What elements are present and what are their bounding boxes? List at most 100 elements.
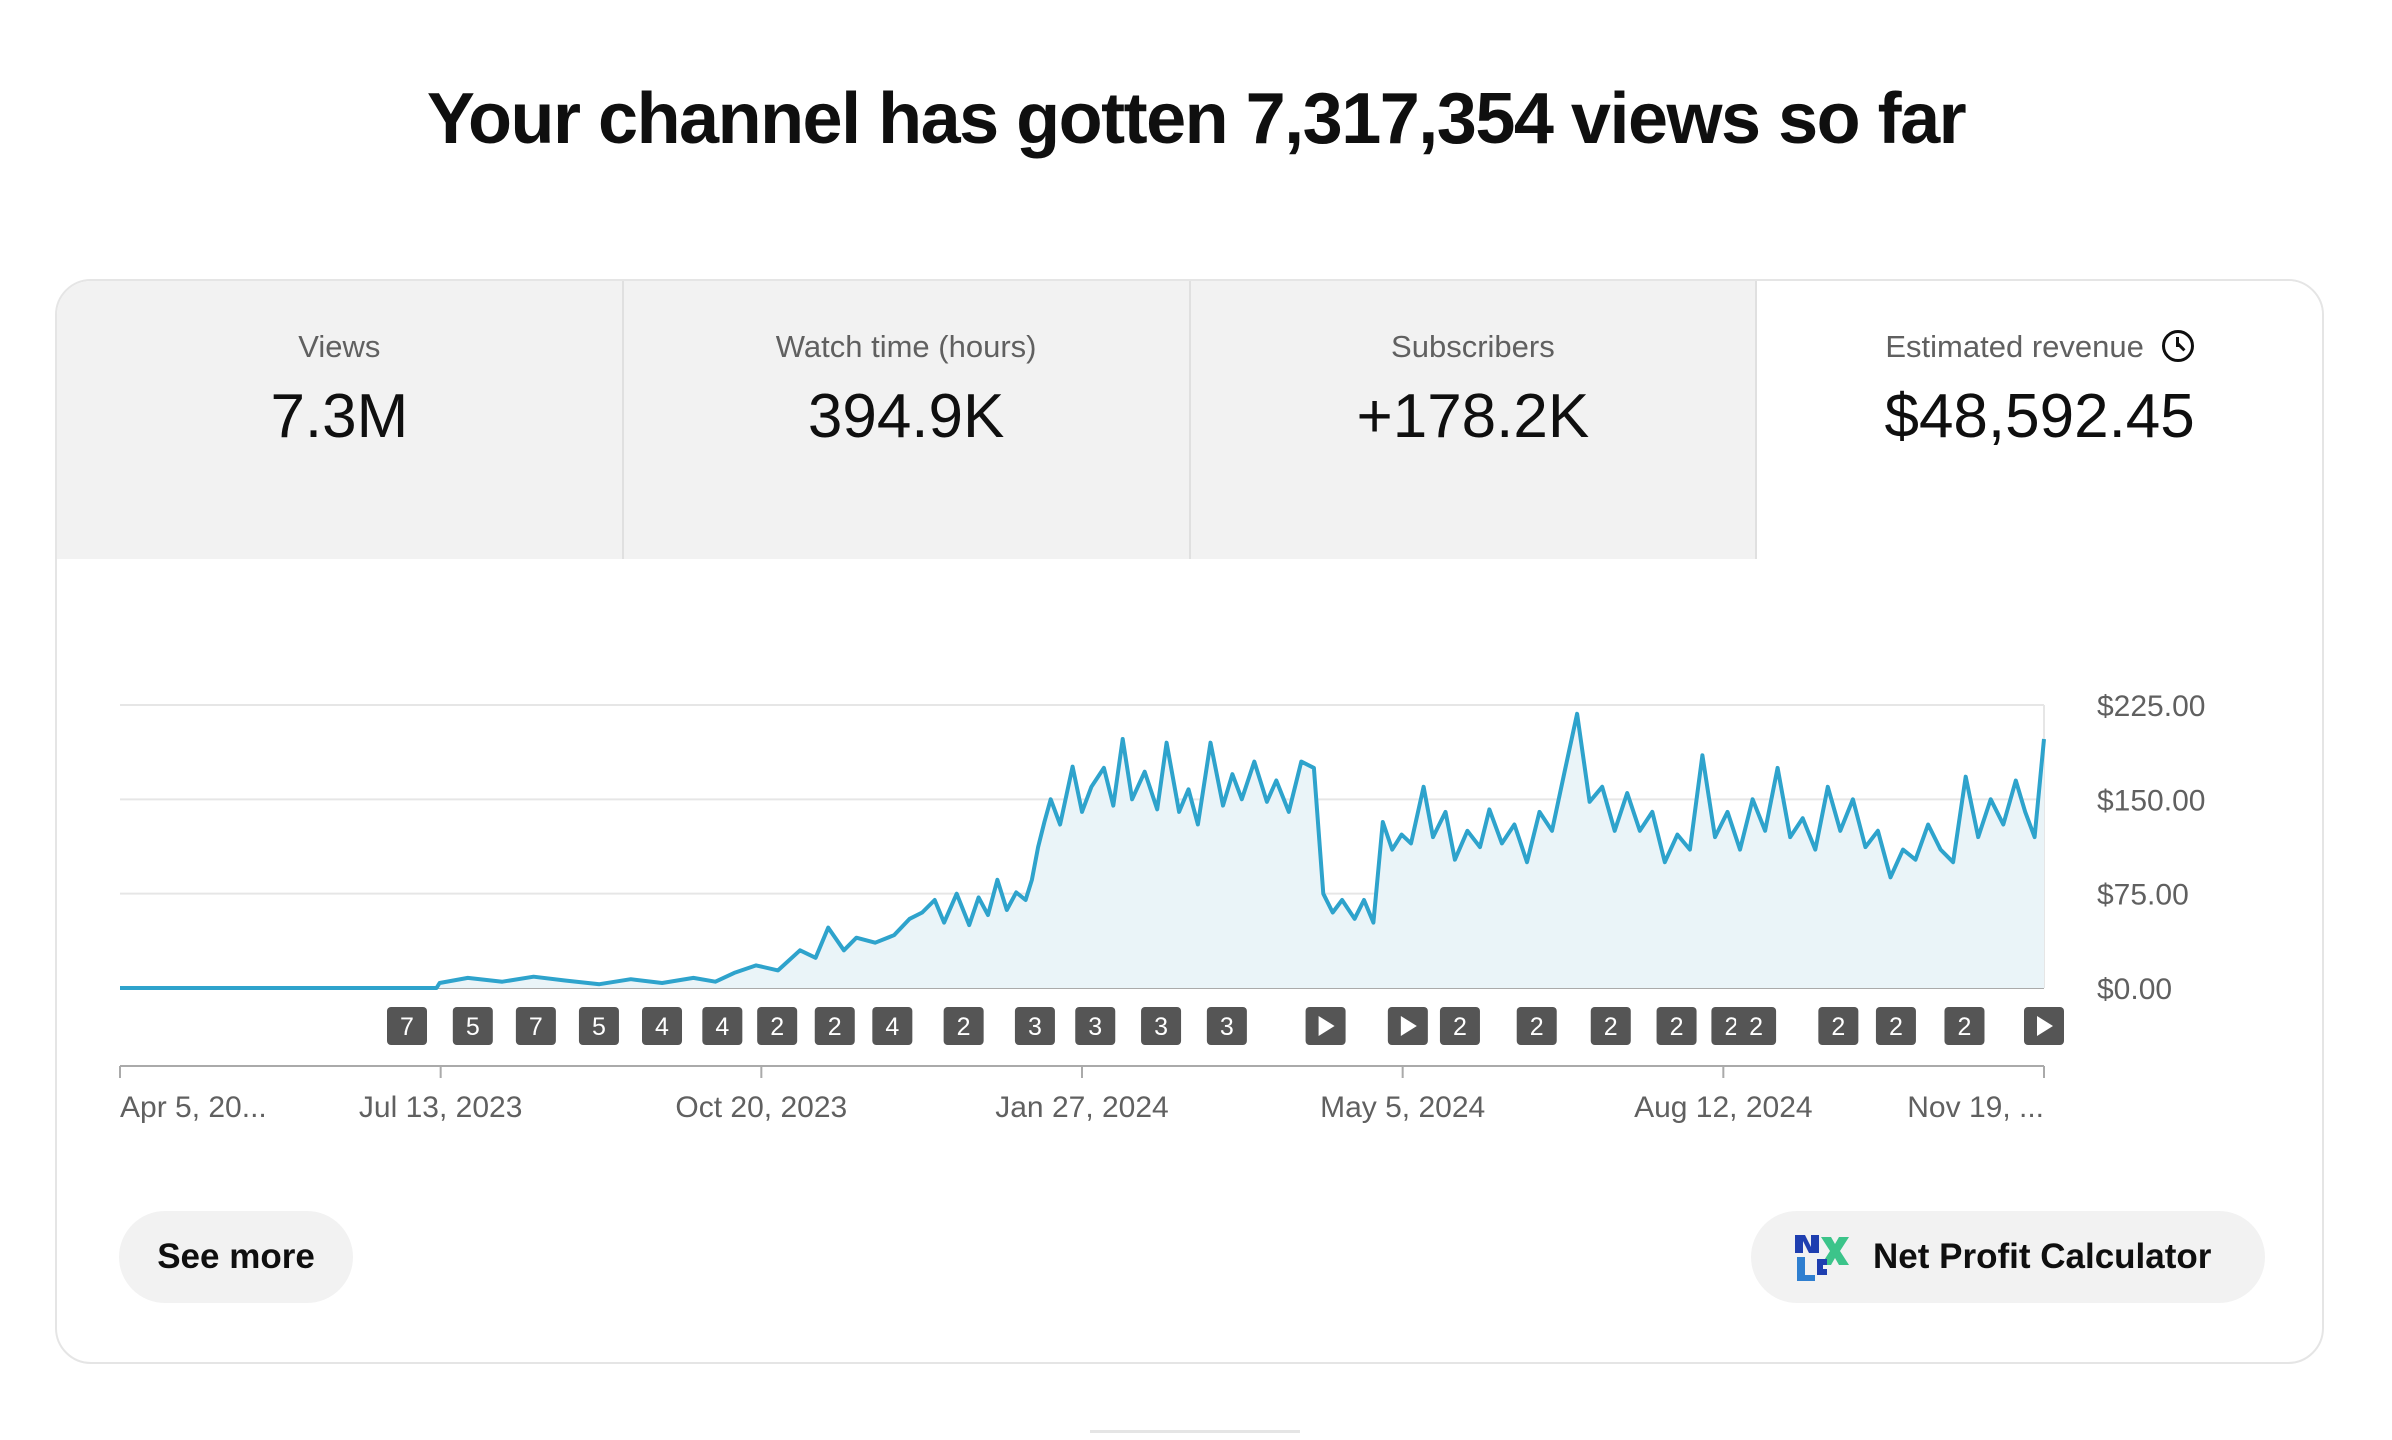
video-marker-count: 2 (1724, 1013, 1738, 1041)
video-marker-count: 2 (828, 1013, 842, 1041)
video-marker-count: 2 (1453, 1013, 1467, 1041)
video-marker-count: 3 (1028, 1013, 1042, 1041)
video-marker-box (1439, 1007, 1480, 1045)
video-marker-box (1656, 1007, 1697, 1045)
video-marker-count: 2 (1604, 1013, 1618, 1041)
tab-subscribers-label: Subscribers (1391, 329, 1555, 364)
tab-views[interactable]: Views 7.3M (57, 281, 624, 559)
video-marker[interactable]: 7 (515, 1007, 556, 1045)
video-marker-count: 2 (1831, 1013, 1845, 1041)
video-marker-count: 2 (1889, 1013, 1903, 1041)
metric-tabs: Views 7.3M Watch time (hours) 394.9K Sub… (57, 281, 2322, 559)
tab-revenue-label: Estimated revenue (1885, 329, 2144, 364)
play-icon (1400, 1016, 1417, 1036)
video-marker-box (387, 1007, 427, 1045)
video-marker[interactable] (1387, 1007, 1428, 1045)
video-marker-count: 4 (715, 1013, 729, 1041)
play-icon (1318, 1016, 1335, 1036)
x-tick-label: Oct 20, 2023 (675, 1091, 847, 1124)
video-marker-box (515, 1007, 556, 1045)
video-marker-count: 4 (655, 1013, 669, 1041)
video-marker[interactable]: 2 (1439, 1007, 1480, 1045)
video-marker[interactable] (1305, 1007, 1346, 1045)
video-marker-box (1590, 1007, 1631, 1045)
video-marker-count: 7 (400, 1013, 414, 1041)
video-marker[interactable]: 3 (1141, 1007, 1182, 1045)
tab-subscribers[interactable]: Subscribers +178.2K (1190, 281, 1758, 559)
video-marker[interactable]: 2 (943, 1007, 984, 1045)
x-tick-label: Nov 19, ... (1907, 1091, 2044, 1124)
nexlev-logo-icon (1795, 1235, 1849, 1281)
y-tick-label: $0.00 (2097, 973, 2172, 1006)
video-marker-count: 3 (1154, 1013, 1168, 1041)
video-marker-box (452, 1007, 493, 1045)
y-tick-label: $75.00 (2097, 879, 2189, 912)
video-marker[interactable]: 2 (1590, 1007, 1631, 1045)
video-marker[interactable]: 2 (814, 1007, 855, 1045)
video-marker[interactable]: 2 (1944, 1007, 1985, 1045)
video-marker[interactable]: 2 (1656, 1007, 1697, 1045)
tab-watch-time-value: 394.9K (807, 382, 1005, 451)
video-marker-count: 2 (1749, 1013, 1763, 1041)
see-more-button[interactable]: See more (119, 1211, 353, 1303)
video-marker[interactable]: 2 (1875, 1007, 1916, 1045)
video-marker-box (872, 1007, 913, 1045)
video-marker[interactable]: 3 (1075, 1007, 1116, 1045)
chart-x-axis: Apr 5, 20... Jul 13, 2023 Oct 20, 2023 Jan … (119, 1065, 2045, 1124)
video-marker[interactable]: 4 (702, 1007, 743, 1045)
video-marker-count: 3 (1088, 1013, 1102, 1041)
tab-watch-time-label: Watch time (hours) (775, 329, 1037, 364)
video-marker[interactable]: 2 (757, 1007, 798, 1045)
chart-y-axis: $225.00 $150.00 $75.00 $0.00 (2097, 690, 2205, 1006)
video-marker[interactable]: 2 (1516, 1007, 1557, 1045)
video-marker-count: 2 (957, 1013, 971, 1041)
tab-views-value: 7.3M (270, 382, 409, 451)
video-marker-count: 5 (466, 1013, 480, 1041)
bottom-divider (1090, 1430, 1300, 1433)
video-marker-count: 7 (529, 1013, 543, 1041)
video-marker[interactable]: 3 (1206, 1007, 1247, 1045)
video-marker-count: 2 (1958, 1013, 1972, 1041)
y-tick-label: $225.00 (2097, 690, 2205, 723)
clock-icon[interactable] (2161, 330, 2194, 362)
video-marker[interactable]: 7 (387, 1007, 427, 1045)
play-icon (2037, 1016, 2053, 1036)
tab-revenue-label-row: Estimated revenue (1757, 329, 2322, 365)
x-tick-label: Apr 5, 20... (120, 1091, 267, 1124)
video-marker-box (1075, 1007, 1116, 1045)
video-marker[interactable]: 2 (1818, 1007, 1859, 1045)
video-marker-count: 5 (592, 1013, 606, 1041)
video-marker-box (943, 1007, 984, 1045)
tab-watch-time[interactable]: Watch time (hours) 394.9K (623, 281, 1191, 559)
video-marker[interactable]: 5 (578, 1007, 619, 1045)
tab-subscribers-value: +178.2K (1356, 382, 1590, 451)
x-tick-label: Aug 12, 2024 (1634, 1091, 1813, 1124)
y-tick-label: $150.00 (2097, 784, 2205, 817)
net-profit-calculator-button[interactable]: Net Profit Calculator (1751, 1211, 2265, 1303)
tab-estimated-revenue[interactable]: Estimated revenue $48,592.45 (1757, 281, 2322, 559)
video-marker[interactable] (2024, 1007, 2064, 1045)
tab-revenue-value: $48,592.45 (1884, 382, 2195, 451)
page-title: Your channel has gotten 7,317,354 views … (426, 79, 1967, 159)
video-marker[interactable]: 2 (1736, 1007, 1777, 1045)
video-marker[interactable]: 3 (1014, 1007, 1055, 1045)
video-marker-count: 2 (770, 1013, 784, 1041)
video-marker-count: 4 (885, 1013, 899, 1041)
video-marker[interactable]: 4 (872, 1007, 913, 1045)
video-marker-box (757, 1007, 798, 1045)
video-marker-count: 3 (1220, 1013, 1234, 1041)
video-marker-box (642, 1007, 683, 1045)
tab-views-label: Views (298, 329, 381, 364)
video-marker-box (814, 1007, 855, 1045)
video-marker[interactable]: 4 (642, 1007, 683, 1045)
video-marker-box (1014, 1007, 1055, 1045)
x-tick-label: May 5, 2024 (1320, 1091, 1485, 1124)
video-marker-box (702, 1007, 743, 1045)
video-marker-count: 2 (1530, 1013, 1544, 1041)
chart-series (120, 711, 2046, 990)
video-marker-box (1736, 1007, 1777, 1045)
x-tick-label: Jan 27, 2024 (995, 1091, 1168, 1124)
video-marker[interactable]: 5 (452, 1007, 493, 1045)
